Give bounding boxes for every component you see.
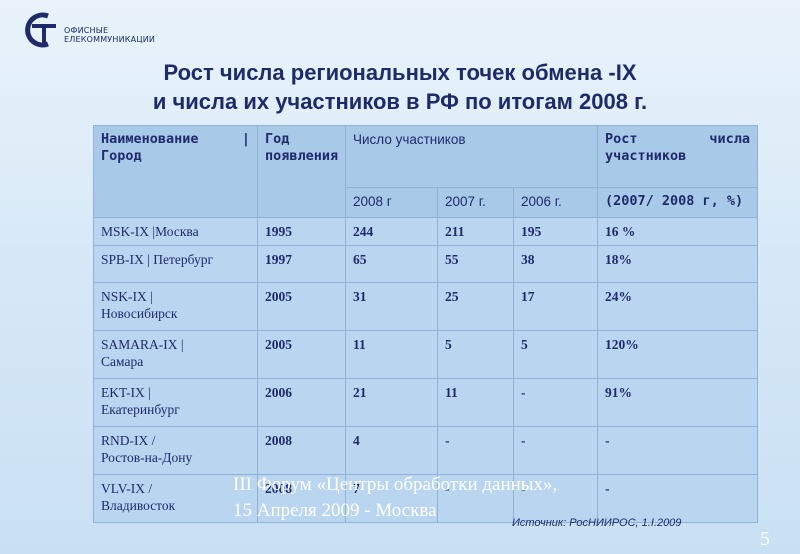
cell-v2006: - — [513, 378, 598, 427]
logo-line-2: ЕЛЕКОММУНИКАЦИИ — [64, 35, 156, 44]
cell-year: 2005 — [257, 330, 346, 379]
cell-v2006: 38 — [513, 245, 598, 283]
cell-year: 2008 — [257, 474, 346, 523]
header-2007: 2007 г. — [437, 187, 514, 218]
cell-name: EKT-IX | Екатеринбург — [93, 378, 258, 427]
cell-growth: 120% — [597, 330, 758, 379]
cell-name: SPB-IX | Петербург — [93, 245, 258, 283]
cell-v2006: - — [513, 426, 598, 475]
cell-growth: - — [597, 474, 758, 523]
cell-name-name1: SPB-IX | Петербург — [101, 252, 213, 267]
table-row: SAMARA-IX | Самара 2005 11 5 5 120% — [93, 330, 758, 379]
cell-v2008: 65 — [345, 245, 438, 283]
header-members: Число участников — [345, 125, 598, 188]
cell-name: RND-IX / Ростов-на-Дону — [93, 426, 258, 475]
cell-name-name2: Екатеринбург — [101, 402, 180, 417]
page-number: 5 — [760, 528, 770, 550]
table-row: NSK-IX | Новосибирск 2005 31 25 17 24% — [93, 282, 758, 331]
cell-name: MSK-IX |Москва — [93, 217, 258, 246]
title-line-2: и числа их участников в РФ по итогам 200… — [152, 89, 648, 114]
header-name-sep: | — [241, 131, 250, 147]
cell-growth: 18% — [597, 245, 758, 283]
cell-v2007: - — [437, 426, 514, 475]
cell-v2008: 11 — [345, 330, 438, 379]
header-growth-b: числа — [709, 131, 750, 147]
logo-line-1: ОФИСНЫЕ — [64, 26, 109, 35]
header-growth-a: Рост — [605, 131, 638, 147]
table-row: SPB-IX | Петербург 1997 65 55 38 18% — [93, 245, 758, 283]
cell-year: 1995 — [257, 217, 346, 246]
cell-name-name1: VLV-IX / — [101, 481, 153, 496]
table-row: RND-IX / Ростов-на-Дону 2008 4- - - — [93, 426, 758, 475]
cell-name-name1: SAMARA-IX | — [101, 337, 184, 352]
cell-v2008: 7 — [345, 474, 438, 523]
cell-name-name2: Самара — [101, 354, 144, 369]
cell-v2006: 195 — [513, 217, 598, 246]
cell-name-name1: NSK-IX | — [101, 289, 153, 304]
cell-name-name2: Ростов-на-Дону — [101, 450, 193, 465]
cell-name-name1: MSK-IX |Москва — [101, 224, 199, 239]
forum-caption: III Форум «Центры обработки данных», 15 … — [233, 474, 558, 521]
ix-table: Наименование | Город Год появления Число … — [93, 125, 758, 523]
company-logo: ОФИСНЫЕ ЕЛЕКОММУНИКАЦИИ — [18, 10, 155, 50]
cell-name: SAMARA-IX | Самара — [93, 330, 258, 379]
header-2008: 2008 г — [345, 187, 438, 218]
source-note: Источник: РосНИИРОС, 1.I.2009 — [512, 517, 682, 529]
cell-v2007: - — [437, 474, 514, 523]
cell-v2008: 31 — [345, 282, 438, 331]
header-growth: Рост числа участников — [597, 125, 758, 188]
cell-v2008: 4 — [345, 426, 438, 475]
logo-icon — [25, 12, 56, 48]
title-line-1: Рост числа региональных точек обмена -IX — [163, 60, 637, 85]
cell-name-name1: EKT-IX | — [101, 385, 151, 400]
cell-year: 1997 — [257, 245, 346, 283]
header-2006: 2006 г. — [513, 187, 598, 218]
cell-year: 2008 — [257, 426, 346, 475]
cell-v2007: 11 — [437, 378, 514, 427]
header-name-a: Наименование — [101, 131, 199, 147]
table-row: EKT-IX | Екатеринбург 2006 21 11-91% — [93, 378, 758, 427]
cell-v2006: 17 — [513, 282, 598, 331]
header-growth-sub: (2007/ 2008 г, %) — [597, 187, 758, 218]
cell-name-name1: RND-IX / — [101, 433, 156, 448]
header-growth-c: участников — [605, 148, 687, 164]
table-row: VLV-IX / Владивосток 2008 7- - - — [93, 474, 758, 523]
cell-name: VLV-IX / Владивосток — [93, 474, 258, 523]
cell-v2007: 5 — [437, 330, 514, 379]
table-row: MSK-IX |Москва 1995 244 211 195 16 % — [93, 217, 758, 246]
cell-v2007: 55 — [437, 245, 514, 283]
page-title: Рост числа региональных точек обмена -IX… — [0, 58, 800, 116]
cell-v2007: 25 — [437, 282, 514, 331]
cell-growth: 24% — [597, 282, 758, 331]
cell-v2006: 5 — [513, 330, 598, 379]
cell-growth: 16 % — [597, 217, 758, 246]
logo-text: ОФИСНЫЕ ЕЛЕКОММУНИКАЦИИ — [64, 26, 155, 44]
cell-growth: 91% — [597, 378, 758, 427]
header-name-b: Город — [101, 148, 142, 164]
cell-growth: - — [597, 426, 758, 475]
cell-v2008: 21 — [345, 378, 438, 427]
cell-v2007: 211 — [437, 217, 514, 246]
cell-year: 2005 — [257, 282, 346, 331]
cell-year: 2006 — [257, 378, 346, 427]
cell-name-name2: Владивосток — [101, 498, 176, 513]
cell-name-name2: Новосибирск — [101, 306, 178, 321]
cell-name: NSK-IX | Новосибирск — [93, 282, 258, 331]
header-name: Наименование | Город — [93, 125, 258, 218]
header-year: Год появления — [257, 125, 346, 218]
cell-v2008: 244 — [345, 217, 438, 246]
